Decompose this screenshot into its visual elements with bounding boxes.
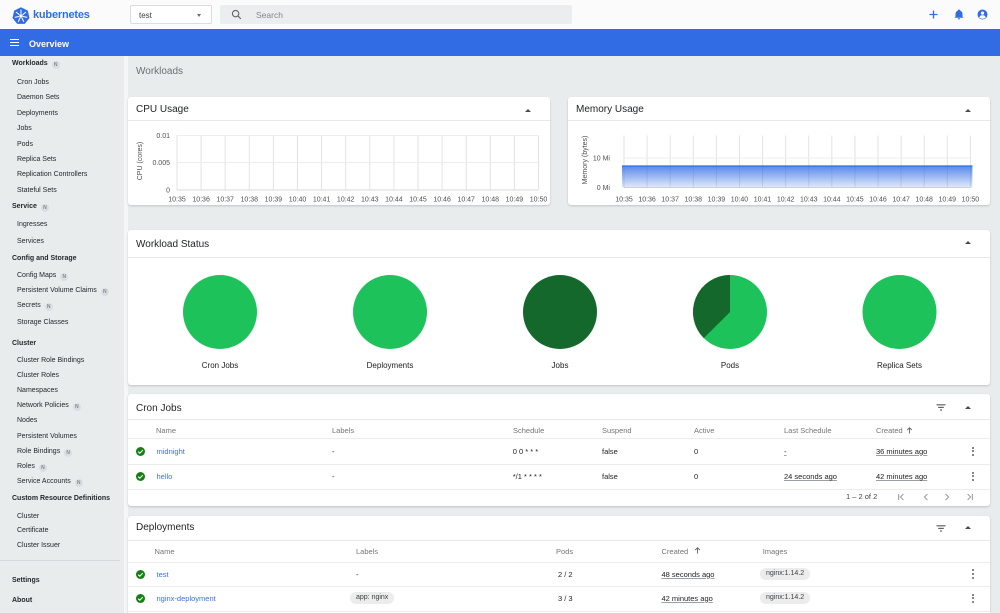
svg-text:10 Mi: 10 Mi — [593, 156, 611, 163]
svg-text:10:35: 10:35 — [168, 197, 186, 204]
svg-text:10:40: 10:40 — [731, 197, 749, 204]
svg-text:10:36: 10:36 — [192, 197, 210, 204]
svg-text:10:50: 10:50 — [530, 197, 548, 204]
svg-text:10:38: 10:38 — [685, 197, 703, 204]
svg-text:Jobs: Jobs — [552, 361, 569, 370]
svg-text:Pods: Pods — [721, 361, 739, 370]
svg-text:10:42: 10:42 — [337, 197, 355, 204]
svg-text:Cron Jobs: Cron Jobs — [202, 361, 238, 370]
svg-text:10:46: 10:46 — [433, 197, 451, 204]
svg-text:10:49: 10:49 — [506, 197, 524, 204]
svg-text:10:44: 10:44 — [385, 197, 403, 204]
svg-text:10:39: 10:39 — [708, 197, 726, 204]
svg-text:10:36: 10:36 — [638, 197, 656, 204]
svg-text:CPU (cores): CPU (cores) — [137, 142, 144, 181]
svg-text:Memory (bytes): Memory (bytes) — [582, 136, 589, 185]
svg-text:10:46: 10:46 — [869, 197, 887, 204]
svg-text:10:49: 10:49 — [939, 197, 957, 204]
svg-text:10:44: 10:44 — [823, 197, 841, 204]
svg-text:10:43: 10:43 — [800, 197, 818, 204]
svg-text:0: 0 — [166, 188, 170, 195]
svg-text:10:42: 10:42 — [777, 197, 795, 204]
svg-text:0.005: 0.005 — [152, 160, 170, 167]
svg-text:10:45: 10:45 — [409, 197, 427, 204]
svg-text:10:41: 10:41 — [754, 197, 772, 204]
svg-text:10:50: 10:50 — [962, 197, 980, 204]
svg-text:10:47: 10:47 — [457, 197, 475, 204]
svg-text:10:47: 10:47 — [892, 197, 910, 204]
svg-text:10:39: 10:39 — [265, 197, 283, 204]
svg-text:10:43: 10:43 — [361, 197, 379, 204]
svg-text:10:48: 10:48 — [482, 197, 500, 204]
svg-text:10:41: 10:41 — [313, 197, 331, 204]
svg-text:10:37: 10:37 — [661, 197, 679, 204]
svg-text:10:45: 10:45 — [846, 197, 864, 204]
svg-text:Replica Sets: Replica Sets — [877, 361, 922, 370]
svg-text:10:38: 10:38 — [241, 197, 259, 204]
svg-text:10:37: 10:37 — [216, 197, 234, 204]
svg-text:0 Mi: 0 Mi — [597, 185, 611, 192]
svg-text:10:48: 10:48 — [915, 197, 933, 204]
svg-text:0.01: 0.01 — [156, 133, 170, 140]
svg-text:10:40: 10:40 — [289, 197, 307, 204]
svg-text:Deployments: Deployments — [367, 361, 414, 370]
svg-text:10:35: 10:35 — [615, 197, 633, 204]
